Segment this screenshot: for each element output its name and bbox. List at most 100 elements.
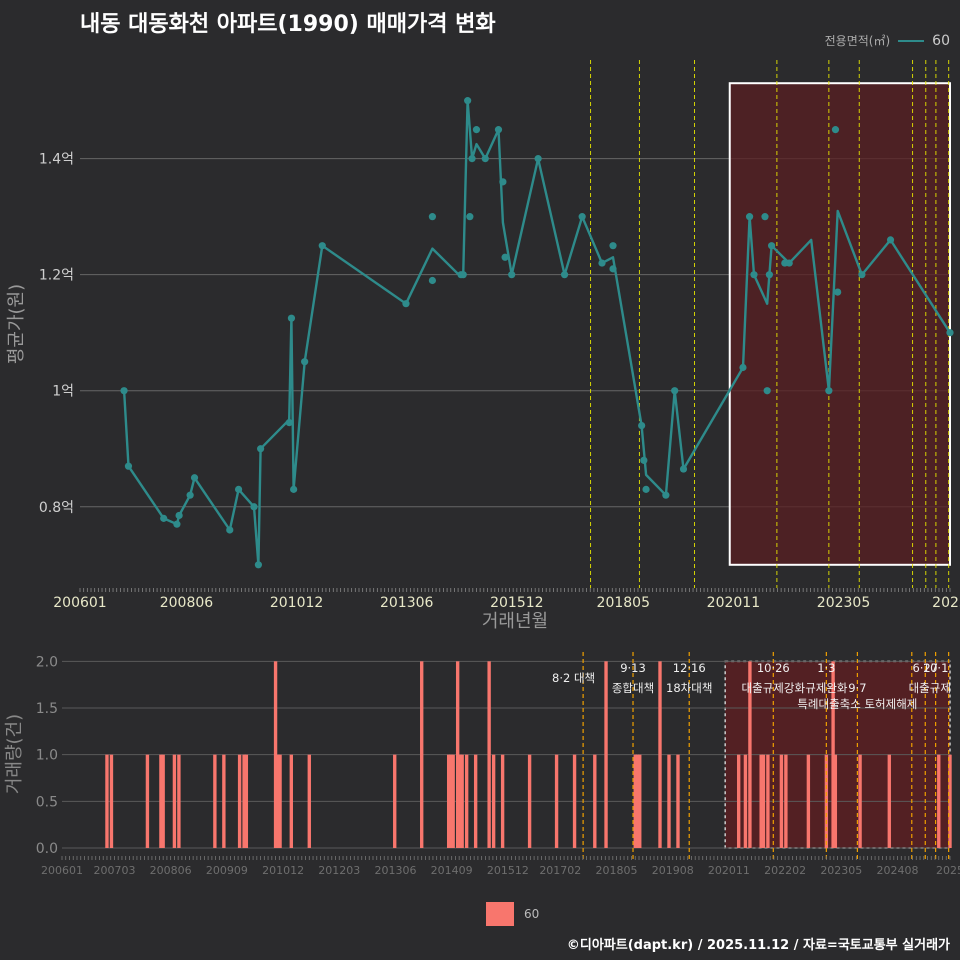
volume-bar <box>761 754 766 848</box>
volume-bar <box>736 754 741 848</box>
volume-bar <box>237 754 242 848</box>
volume-bar <box>635 754 640 848</box>
volume-bar <box>172 754 177 848</box>
x-tick-label: 201512 <box>490 595 543 611</box>
bar-x-tick-label: 202202 <box>764 864 806 877</box>
volume-bar <box>145 754 150 848</box>
bar-x-tick-label: 201203 <box>318 864 360 877</box>
bar-y-tick-label: 0.0 <box>36 841 58 857</box>
data-point <box>160 514 168 522</box>
bar-x-tick-label: 201702 <box>539 864 581 877</box>
volume-bar <box>766 754 770 848</box>
x-axis-title: 거래년월 <box>482 611 548 632</box>
volume-bar <box>784 754 788 848</box>
data-point <box>642 485 650 493</box>
data-point <box>257 445 265 453</box>
data-point <box>679 465 688 473</box>
policy-annotation: 대출규제강화 <box>742 681 806 695</box>
volume-bar <box>491 754 496 848</box>
data-point <box>234 485 243 493</box>
y-tick-label: 1.2억 <box>39 268 74 284</box>
volume-bar <box>420 661 424 848</box>
policy-annotation: 9·7 <box>848 681 866 695</box>
source-credit: ©디아파트(dapt.kr) / 2025.11.12 / 자료=국토교통부 실… <box>566 938 950 953</box>
data-point <box>739 363 747 372</box>
policy-annotation: 9·13 <box>620 661 646 675</box>
volume-bar <box>177 754 181 848</box>
volume-bar <box>455 661 460 848</box>
policy-annotation: 10·1 <box>923 661 949 675</box>
data-point <box>466 213 474 221</box>
data-point <box>318 242 326 250</box>
volume-bar <box>638 754 642 848</box>
data-point <box>459 271 467 279</box>
volume-bar <box>393 754 397 848</box>
x-tick-label: 201805 <box>597 595 650 611</box>
data-point <box>638 421 646 430</box>
y-tick-label: 0.8억 <box>39 500 74 516</box>
legend-series-label: 60 <box>932 32 950 49</box>
data-point <box>825 387 833 395</box>
volume-bar <box>222 754 226 848</box>
volume-bar <box>273 661 278 848</box>
volume-bar <box>460 754 464 848</box>
legend-line-swatch <box>898 39 925 42</box>
data-point <box>501 253 509 261</box>
volume-bar <box>593 754 597 848</box>
bar-y-axis-title: 거래량(건) <box>4 714 25 794</box>
bar-x-tick-label: 201512 <box>487 864 529 877</box>
volume-bar <box>451 754 455 848</box>
volume-bar <box>779 754 784 848</box>
data-point <box>254 561 263 569</box>
data-point <box>285 419 293 427</box>
policy-annotation: 6·27 <box>912 661 938 675</box>
bar-x-tick-label: 202408 <box>877 864 919 877</box>
x-tick-label: 200601 <box>53 595 106 611</box>
data-point <box>640 456 648 464</box>
bar-y-tick-label: 0.5 <box>36 794 58 810</box>
data-point <box>472 126 481 134</box>
volume-bar <box>527 754 532 848</box>
data-point <box>560 271 569 279</box>
volume-bar <box>858 754 862 848</box>
series-line <box>122 99 952 566</box>
volume-bar <box>458 754 462 848</box>
volume-bar <box>473 754 478 848</box>
data-point <box>428 276 437 285</box>
data-point <box>301 358 309 366</box>
data-point <box>190 474 199 482</box>
volume-bar <box>487 661 491 848</box>
data-point <box>785 259 793 267</box>
policy-annotation: 18차대책 <box>666 681 712 695</box>
data-point <box>609 265 617 273</box>
volume-bar <box>449 754 453 848</box>
data-point <box>186 491 194 499</box>
volume-bar <box>604 661 608 848</box>
volume-bar <box>759 754 763 848</box>
policy-annotation: 10·26 <box>757 661 790 675</box>
volume-bar <box>464 754 469 848</box>
volume-bar <box>948 754 952 848</box>
x-tick-label: 2025 <box>932 595 960 611</box>
data-point <box>750 271 758 279</box>
data-point <box>578 213 586 221</box>
x-tick-label: 200806 <box>160 595 214 611</box>
bar-y-tick-label: 1.5 <box>36 701 58 717</box>
volume-bar <box>887 754 891 848</box>
volume-bar <box>161 754 165 848</box>
volume-bar <box>159 754 163 848</box>
data-point <box>858 271 866 279</box>
policy-annotation: 1·3 <box>817 661 835 675</box>
policy-annotation: 8·2 대책 <box>552 671 595 685</box>
volume-bar <box>833 754 838 848</box>
bar-y-tick-label: 2.0 <box>36 654 58 670</box>
data-point <box>761 213 769 221</box>
data-point <box>767 242 776 250</box>
data-point <box>175 511 183 520</box>
volume-bar <box>748 661 752 848</box>
bar-x-tick-label: 200601 <box>41 864 83 877</box>
bar-x-tick-label: 201409 <box>431 864 473 877</box>
chart-title: 내동 대동화천 아파트(1990) 매매가격 변화 <box>80 12 496 37</box>
volume-bar <box>633 754 637 848</box>
